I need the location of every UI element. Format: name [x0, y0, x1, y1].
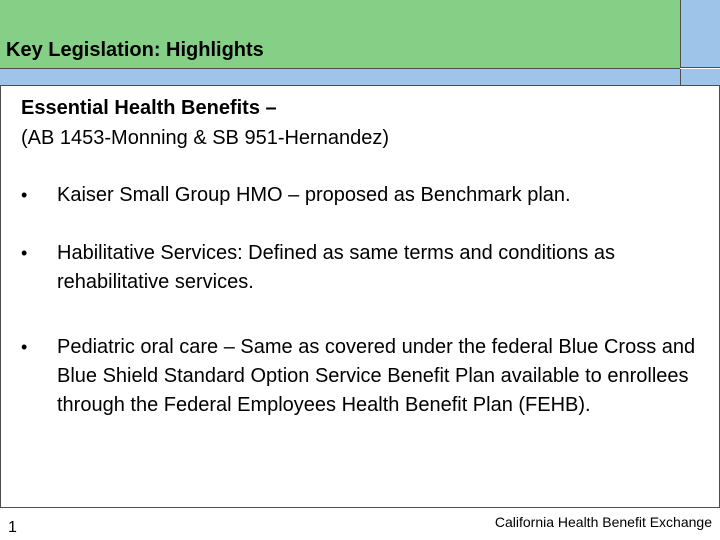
bullet-marker: •	[21, 337, 28, 357]
accent-band-divider	[680, 69, 681, 86]
accent-band	[0, 69, 720, 86]
slide-title: Key Legislation: Highlights	[6, 39, 264, 61]
bullet-marker: •	[21, 185, 28, 205]
footer-organization: California Health Benefit Exchange	[494, 514, 712, 530]
bullet-marker: •	[21, 243, 28, 263]
page-number: 1	[8, 519, 17, 536]
title-bar-accent	[680, 0, 720, 68]
section-heading: Essential Health Benefits –	[21, 97, 277, 119]
bullet-text: Kaiser Small Group HMO – proposed as Ben…	[57, 184, 571, 206]
bullet-text: Habilitative Services: Defined as same t…	[57, 242, 616, 293]
title-bar	[0, 0, 680, 69]
bullet-text: Pediatric oral care – Same as covered un…	[57, 336, 696, 416]
section-subheading: (AB 1453-Monning & SB 951-Hernandez)	[21, 127, 389, 149]
